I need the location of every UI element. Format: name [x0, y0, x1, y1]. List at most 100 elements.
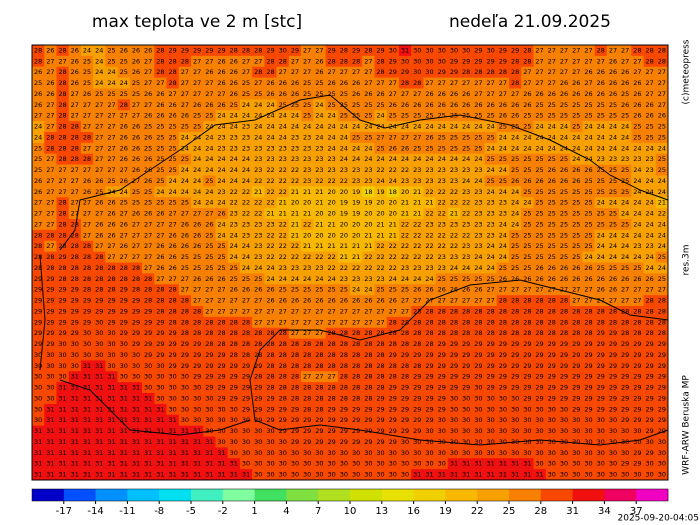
cell-value: 30 — [548, 460, 556, 468]
cell-fill — [557, 251, 571, 263]
cell-value: 29 — [46, 297, 54, 305]
cell-fill — [301, 175, 314, 187]
cell-fill — [509, 99, 522, 111]
cell-value: 29 — [511, 373, 519, 381]
cell-value: 26 — [462, 90, 470, 98]
cell-fill — [203, 403, 216, 416]
cell-value: 29 — [572, 394, 580, 402]
cell-value: 28 — [376, 57, 384, 65]
cell-fill — [239, 142, 253, 155]
cell-value: 27 — [144, 57, 152, 65]
cell-value: 24 — [315, 275, 323, 283]
cell-fill — [460, 273, 473, 285]
cell-fill — [154, 240, 167, 252]
cell-fill — [545, 186, 559, 198]
cell-fill — [447, 447, 461, 459]
cell-value: 28 — [58, 199, 66, 207]
cell-fill — [484, 338, 498, 350]
cell-value: 29 — [462, 362, 470, 370]
cell-fill — [142, 99, 155, 111]
cell-value: 29 — [205, 384, 213, 392]
colorbar-tick-label: 16 — [407, 506, 420, 517]
colorbar-tick-label: 31 — [566, 506, 579, 517]
cell-value: 29 — [328, 438, 336, 446]
cell-fill — [44, 436, 57, 448]
cell-fill — [44, 458, 57, 470]
cell-fill — [606, 284, 620, 296]
cell-value: 26 — [144, 166, 152, 174]
cell-fill — [105, 262, 118, 274]
cell-fill — [411, 110, 424, 122]
cell-fill — [44, 295, 57, 307]
colorbar-tick-label: 1 — [251, 506, 257, 517]
cell-fill — [301, 338, 314, 350]
cell-fill — [398, 45, 412, 57]
cell-fill — [166, 360, 180, 372]
cell-value: 29 — [389, 57, 397, 65]
cell-fill — [154, 132, 167, 144]
cell-fill — [386, 425, 400, 437]
cell-value: 19 — [352, 199, 360, 207]
cell-value: 27 — [46, 112, 54, 120]
cell-fill — [227, 403, 241, 416]
cell-value: 24 — [401, 155, 409, 163]
cell-value: 23 — [438, 220, 446, 228]
cell-value: 29 — [71, 318, 79, 326]
cell-value: 25 — [535, 188, 543, 196]
cell-value: 26 — [156, 210, 164, 218]
cell-value: 25 — [621, 188, 629, 196]
cell-value: 30 — [205, 394, 213, 402]
cell-value: 21 — [303, 188, 311, 196]
cell-value: 27 — [401, 90, 409, 98]
cell-fill — [533, 349, 546, 361]
cell-value: 28 — [156, 68, 164, 76]
cell-value: 28 — [254, 373, 262, 381]
cell-fill — [460, 164, 473, 176]
cell-fill — [557, 273, 571, 285]
cell-value: 29 — [193, 373, 201, 381]
cell-value: 28 — [303, 384, 311, 392]
cell-value: 26 — [107, 220, 115, 228]
cell-value: 27 — [535, 46, 543, 54]
cell-fill — [301, 360, 314, 372]
cell-value: 28 — [71, 253, 79, 261]
cell-value: 24 — [95, 46, 103, 54]
cell-fill — [350, 262, 363, 274]
cell-fill — [166, 77, 180, 89]
cell-value: 24 — [548, 144, 556, 152]
cell-value: 29 — [658, 405, 666, 413]
cell-value: 24 — [376, 177, 384, 185]
cell-fill — [521, 425, 534, 437]
cell-value: 27 — [58, 177, 66, 185]
cell-fill — [252, 88, 265, 100]
colorbar-swatch — [509, 489, 542, 501]
cell-value: 24 — [266, 275, 274, 283]
cell-value: 30 — [438, 57, 446, 65]
cell-fill — [178, 414, 192, 426]
cell-fill — [398, 382, 412, 394]
cell-fill — [398, 393, 412, 405]
cell-fill — [509, 458, 522, 470]
cell-value: 27 — [352, 318, 360, 326]
cell-value: 24 — [279, 112, 287, 120]
cell-value: 28 — [376, 329, 384, 337]
cell-fill — [582, 469, 595, 481]
cell-fill — [44, 469, 57, 481]
cell-fill — [619, 316, 632, 329]
cell-value: 25 — [462, 275, 470, 283]
cell-value: 27 — [230, 297, 238, 305]
cell-value: 28 — [340, 362, 348, 370]
cell-value: 28 — [58, 220, 66, 228]
cell-value: 19 — [352, 210, 360, 218]
cell-value: 28 — [169, 286, 177, 294]
cell-value: 29 — [242, 362, 250, 370]
cell-fill — [117, 110, 131, 122]
cell-value: 30 — [487, 405, 495, 413]
cell-fill — [227, 219, 241, 231]
cell-fill — [68, 349, 82, 361]
cell-fill — [239, 349, 253, 361]
cell-fill — [154, 425, 167, 437]
cell-fill — [521, 197, 534, 209]
cell-value: 25 — [646, 133, 654, 141]
cell-value: 29 — [450, 68, 458, 76]
